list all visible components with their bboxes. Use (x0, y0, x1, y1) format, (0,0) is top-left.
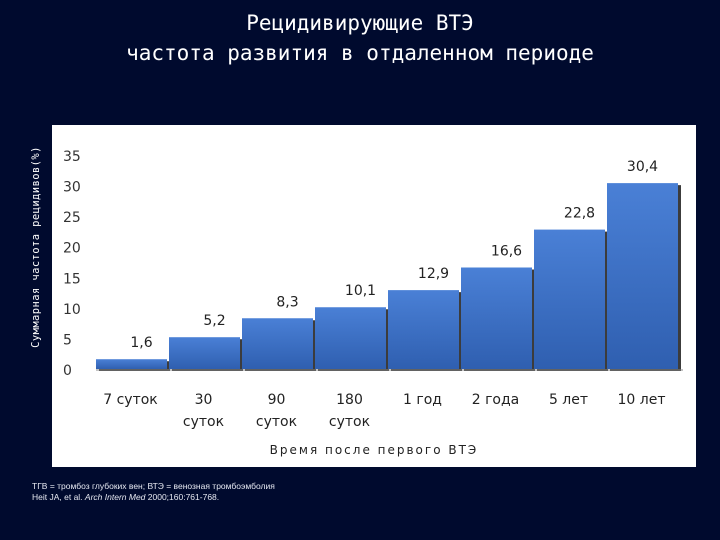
y-tick-label: 20 (63, 241, 81, 257)
x-tick-label: 1 год (403, 392, 442, 408)
x-axis-label: Время после первого ВТЭ (270, 443, 479, 457)
bar (388, 290, 459, 369)
y-tick-label: 15 (63, 271, 81, 287)
bar (315, 307, 386, 369)
x-tick-label: 5 лет (549, 392, 588, 408)
y-tick-label: 5 (63, 332, 72, 348)
y-tick-label: 35 (63, 149, 81, 165)
bar (607, 183, 678, 369)
x-tick-label: 180 (336, 392, 363, 408)
x-tick-label: 2 года (472, 392, 520, 408)
x-tick-label: 90 (268, 392, 286, 408)
x-tick-label: 10 лет (618, 392, 666, 408)
y-tick-label: 10 (63, 302, 81, 318)
chart-title: Рецидивирующие ВТЭ частота развития в от… (0, 8, 720, 68)
data-label: 10,1 (345, 283, 376, 299)
data-label: 5,2 (203, 313, 225, 329)
chart-panel: 0 5 10 15 20 25 30 35 1,6 5,2 8,3 10,1 12,9 16,6 22,8 3… (52, 125, 696, 467)
bar (534, 229, 605, 369)
bar (96, 359, 167, 369)
reference-authors: Heit JA, et al. (32, 492, 85, 502)
data-label: 22,8 (564, 206, 595, 222)
data-label: 16,6 (491, 244, 522, 260)
bar (169, 337, 240, 369)
data-label: 1,6 (130, 335, 152, 351)
footnote-reference: Heit JA, et al. Arch Intern Med 2000;160… (32, 492, 275, 503)
x-tick-label: 30 (195, 392, 213, 408)
reference-details: 2000;160:761-768. (145, 492, 220, 502)
x-tick-label: 7 суток (103, 392, 158, 408)
footnote-abbreviations: ТГВ = тромбоз глубоких вен; ВТЭ = венозн… (32, 481, 275, 491)
x-tick-label: суток (183, 414, 224, 430)
data-label: 12,9 (418, 266, 449, 282)
y-tick-label: 0 (63, 363, 72, 379)
bar-chart: 0 5 10 15 20 25 30 35 1,6 5,2 8,3 10,1 12,9 16,6 22,8 3… (63, 149, 683, 457)
title-line-2: частота развития в отдаленном периоде (126, 41, 594, 65)
bar (461, 267, 532, 369)
title-line-1: Рецидивирующие ВТЭ (246, 11, 474, 35)
x-tick-label: суток (329, 414, 370, 430)
y-tick-label: 30 (63, 180, 81, 196)
footnote: ТГВ = тромбоз глубоких вен; ВТЭ = венозн… (32, 481, 275, 503)
bar (242, 318, 313, 369)
x-tick-label: суток (256, 414, 297, 430)
data-label: 30,4 (627, 159, 658, 175)
y-axis-label: Суммарная частота рецидивов(%) (30, 146, 42, 348)
reference-journal: Arch Intern Med (84, 492, 146, 502)
y-tick-label: 25 (63, 210, 81, 226)
data-label: 8,3 (276, 294, 298, 310)
